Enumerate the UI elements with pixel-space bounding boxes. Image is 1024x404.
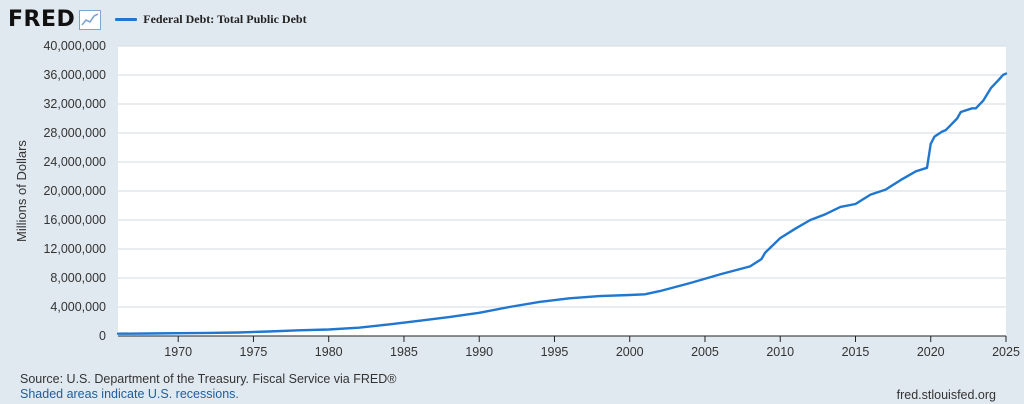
fred-url[interactable]: fred.stlouisfed.org: [896, 388, 996, 402]
x-tick-label: 1970: [164, 345, 192, 359]
recession-note: Shaded areas indicate U.S. recessions.: [20, 387, 239, 401]
x-tick-label: 1975: [240, 345, 268, 359]
y-tick-label: 16,000,000: [43, 213, 106, 227]
y-tick-label: 8,000,000: [50, 271, 106, 285]
x-tick-label: 2025: [992, 345, 1020, 359]
y-tick-label: 4,000,000: [50, 300, 106, 314]
legend-swatch: [115, 17, 138, 21]
y-tick-label: 24,000,000: [43, 155, 106, 169]
chart-legend: Federal Debt: Total Public Debt: [115, 11, 307, 27]
y-tick-label: 20,000,000: [43, 184, 106, 198]
y-tick-label: 0: [99, 329, 106, 343]
y-tick-label: 12,000,000: [43, 242, 106, 256]
x-tick-label: 1985: [390, 345, 418, 359]
y-tick-label: 40,000,000: [43, 39, 106, 53]
x-tick-label: 2015: [842, 345, 870, 359]
legend-series-label: Federal Debt: Total Public Debt: [143, 11, 307, 26]
x-tick-label: 1980: [315, 345, 343, 359]
series-line: [116, 72, 1008, 335]
y-tick-label: 28,000,000: [43, 126, 106, 140]
chart-footer-notes: Source: U.S. Department of the Treasury.…: [20, 372, 396, 402]
x-tick-label: 1990: [465, 345, 493, 359]
x-tick-label: 2010: [766, 345, 794, 359]
line-chart-icon: [79, 10, 102, 30]
source-note: Source: U.S. Department of the Treasury.…: [20, 372, 397, 386]
x-tick-label: 2000: [616, 345, 644, 359]
x-tick-label: 1995: [541, 345, 569, 359]
y-tick-label: 32,000,000: [43, 97, 106, 111]
x-tick-label: 2020: [917, 345, 945, 359]
fred-logo[interactable]: FRED: [8, 6, 76, 32]
y-tick-label: 36,000,000: [43, 68, 106, 82]
chart-header: FRED Federal Debt: Total Public Debt: [8, 4, 307, 34]
x-tick-label: 2005: [691, 345, 719, 359]
y-axis-label: Millions of Dollars: [14, 140, 29, 242]
